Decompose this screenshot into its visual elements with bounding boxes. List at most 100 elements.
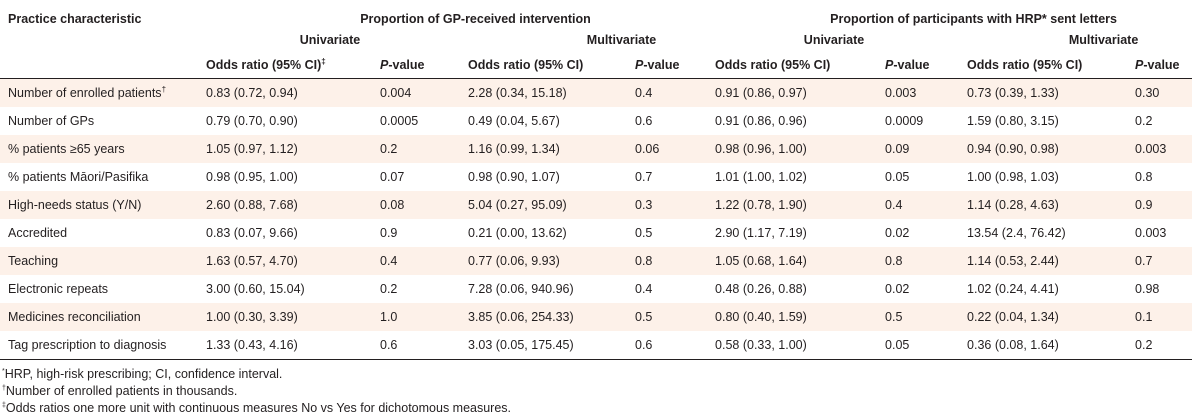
cell-gp-uni-p: 0.4 [380, 247, 468, 275]
cell-gp-multi-p: 0.4 [635, 282, 653, 296]
cell-hrp-uni-or: 1.22 (0.78, 1.90) [715, 191, 886, 219]
cell-hrp-multi-or: 1.59 (0.80, 3.15) [967, 114, 1059, 128]
footnote: †Number of enrolled patients in thousand… [2, 384, 238, 398]
cell-hrp-uni-or: 0.48 (0.26, 0.88) [715, 282, 807, 296]
cell-gp-multi-or: 0.21 (0.00, 13.62) [468, 226, 567, 240]
row-label: Number of enrolled patients† [0, 78, 206, 107]
cell-gp-multi-p: 0.7 [635, 170, 653, 184]
row-label: Number of GPs [8, 114, 95, 128]
table-row: % patients ≥65 years 1.05 (0.97, 1.12) 0… [0, 135, 1192, 163]
cell-gp-uni-p: 0.004 [380, 78, 468, 107]
cell-gp-uni-or: 1.05 (0.97, 1.12) [206, 135, 380, 163]
cell-hrp-uni-p: 0.05 [885, 331, 968, 360]
cell-hrp-multi-or: 1.00 (0.98, 1.03) [967, 170, 1059, 184]
cell-gp-uni-p: 0.07 [380, 170, 405, 184]
header-spacer [0, 52, 206, 79]
cell-gp-multi-or: 3.03 (0.05, 175.45) [468, 331, 635, 360]
cell-hrp-uni-p: 0.0009 [885, 114, 924, 128]
cell-hrp-multi-or: 0.36 (0.08, 1.64) [967, 331, 1136, 360]
header-multivariate-gp: Multivariate [586, 33, 657, 47]
cell-gp-multi-or: 5.04 (0.27, 95.09) [468, 191, 635, 219]
header-or-gp-multi: Odds ratio (95% CI) [468, 52, 635, 79]
cell-hrp-multi-p: 0.2 [1135, 331, 1192, 360]
cell-gp-uni-or: 1.63 (0.57, 4.70) [206, 247, 380, 275]
table-row: Electronic repeats 3.00 (0.60, 15.04) 0.… [0, 275, 1192, 303]
cell-gp-multi-p: 0.6 [635, 331, 716, 360]
row-label: % patients Māori/Pasifika [8, 170, 149, 184]
header-p-hrp-uni: P-value [885, 52, 968, 79]
header-or-hrp-multi: Odds ratio (95% CI) [967, 52, 1136, 79]
header-practice-characteristic: Practice characteristic [8, 12, 142, 26]
cell-hrp-uni-p: 0.003 [885, 78, 968, 107]
cell-hrp-multi-or: 13.54 (2.4, 76.42) [967, 226, 1066, 240]
table-body: Number of enrolled patients† 0.83 (0.72,… [0, 78, 1192, 360]
row-label: Accredited [8, 226, 68, 240]
cell-gp-multi-or: 0.77 (0.06, 9.93) [468, 247, 635, 275]
cell-hrp-multi-p: 0.2 [1135, 114, 1153, 128]
table-row: Medicines reconciliation 1.00 (0.30, 3.3… [0, 303, 1192, 331]
cell-gp-uni-p: 0.2 [380, 135, 468, 163]
cell-hrp-uni-or: 0.91 (0.86, 0.97) [715, 78, 886, 107]
cell-gp-uni-p: 1.0 [380, 303, 468, 331]
cell-gp-multi-p: 0.06 [635, 135, 716, 163]
cell-hrp-multi-or: 0.22 (0.04, 1.34) [967, 303, 1136, 331]
header-univariate-hrp: Univariate [803, 33, 865, 47]
cell-gp-multi-or: 7.28 (0.06, 940.96) [468, 282, 574, 296]
header-multivariate-hrp: Multivariate [1068, 33, 1139, 47]
cell-gp-uni-or: 0.98 (0.95, 1.00) [206, 170, 298, 184]
cell-gp-uni-or: 0.83 (0.07, 9.66) [206, 226, 298, 240]
cell-gp-uni-or: 3.00 (0.60, 15.04) [206, 282, 305, 296]
cell-gp-multi-or: 2.28 (0.34, 15.18) [468, 78, 635, 107]
cell-gp-uni-or: 2.60 (0.88, 7.68) [206, 191, 380, 219]
footnote: *HRP, high-risk prescribing; CI, confide… [2, 367, 283, 381]
header-or-hrp-uni: Odds ratio (95% CI) [715, 52, 886, 79]
header-group-gp-intervention: Proportion of GP-received intervention [360, 12, 591, 26]
cell-hrp-multi-or: 1.02 (0.24, 4.41) [967, 282, 1059, 296]
header-p-hrp-multi: P-value [1135, 52, 1192, 79]
cell-hrp-uni-or: 0.98 (0.96, 1.00) [715, 135, 886, 163]
cell-gp-uni-p: 0.9 [380, 226, 398, 240]
header-univariate-gp: Univariate [299, 33, 361, 47]
cell-gp-multi-or: 3.85 (0.06, 254.33) [468, 303, 635, 331]
cell-hrp-uni-p: 0.09 [885, 135, 968, 163]
cell-hrp-uni-p: 0.8 [885, 247, 968, 275]
cell-hrp-multi-p: 0.7 [1135, 247, 1192, 275]
cell-gp-uni-p: 0.0005 [380, 114, 419, 128]
cell-hrp-multi-or: 1.14 (0.53, 2.44) [967, 247, 1136, 275]
header-spacer [0, 28, 206, 52]
cell-hrp-multi-p: 0.30 [1135, 78, 1192, 107]
cell-hrp-uni-or: 0.80 (0.40, 1.59) [715, 303, 886, 331]
cell-hrp-multi-p: 0.98 [1135, 282, 1160, 296]
cell-hrp-multi-p: 0.8 [1135, 170, 1153, 184]
table-row: Number of GPs 0.79 (0.70, 0.90) 0.0005 0… [0, 107, 1192, 135]
table-row: Number of enrolled patients† 0.83 (0.72,… [0, 78, 1192, 107]
cell-gp-uni-p: 0.08 [380, 191, 468, 219]
cell-gp-uni-or: 1.00 (0.30, 3.39) [206, 303, 380, 331]
header-p-gp-uni: P-value [380, 52, 468, 79]
cell-hrp-uni-or: 0.58 (0.33, 1.00) [715, 331, 886, 360]
cell-hrp-multi-or: 1.14 (0.28, 4.63) [967, 191, 1136, 219]
header-p-gp-multi: P-value [635, 52, 716, 79]
cell-gp-uni-or: 1.33 (0.43, 4.16) [206, 331, 380, 360]
table-row: High-needs status (Y/N) 2.60 (0.88, 7.68… [0, 191, 1192, 219]
cell-hrp-multi-p: 0.003 [1135, 135, 1192, 163]
cell-hrp-multi-p: 0.9 [1135, 191, 1192, 219]
cell-gp-multi-p: 0.5 [635, 226, 653, 240]
cell-hrp-uni-or: 2.90 (1.17, 7.19) [715, 226, 807, 240]
table-row: Accredited 0.83 (0.07, 9.66) 0.9 0.21 (0… [0, 219, 1192, 247]
row-label: Medicines reconciliation [0, 303, 206, 331]
cell-gp-uni-p: 0.6 [380, 331, 468, 360]
row-label: Electronic repeats [8, 282, 109, 296]
cell-gp-multi-p: 0.6 [635, 114, 653, 128]
cell-hrp-multi-p: 0.003 [1135, 226, 1167, 240]
cell-gp-multi-or: 0.98 (0.90, 1.07) [468, 170, 560, 184]
cell-gp-multi-or: 1.16 (0.99, 1.34) [468, 135, 635, 163]
table-row: % patients Māori/Pasifika 0.98 (0.95, 1.… [0, 163, 1192, 191]
cell-gp-multi-or: 0.49 (0.04, 5.67) [468, 114, 560, 128]
row-label: High-needs status (Y/N) [0, 191, 206, 219]
cell-hrp-uni-or: 1.01 (1.00, 1.02) [715, 170, 807, 184]
table-header: Practice characteristic Proportion of GP… [0, 0, 1192, 79]
header-group-hrp-letters: Proportion of participants with HRP* sen… [830, 12, 1117, 26]
cell-hrp-multi-p: 0.1 [1135, 303, 1192, 331]
